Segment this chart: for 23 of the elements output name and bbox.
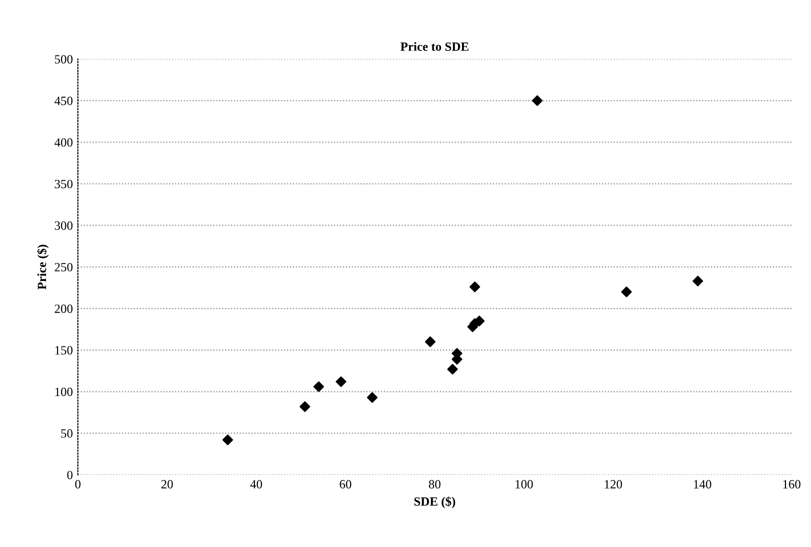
y-tick-label: 350	[54, 180, 73, 188]
x-tick-label: 140	[694, 480, 712, 488]
y-tick-label: 450	[54, 96, 73, 106]
x-tick-label: 100	[516, 480, 533, 488]
y-tick-label: 500	[54, 55, 73, 64]
y-tick-label: 100	[55, 388, 73, 396]
x-tick-label: 40	[250, 480, 262, 488]
y-tick-label: 300	[54, 221, 73, 230]
x-axis-title: SDE ($)	[414, 496, 456, 508]
y-tick-label: 150	[55, 346, 73, 355]
x-tick-label: 80	[428, 480, 440, 488]
x-tick-label: 20	[161, 480, 173, 488]
x-tick-label: 160	[783, 480, 800, 488]
chart-title: Price to SDE	[400, 42, 468, 51]
x-tick-label: 60	[340, 480, 352, 488]
y-tick-label: 400	[54, 138, 73, 147]
y-tick-label: 200	[54, 304, 73, 313]
x-tick-label: 0	[75, 480, 81, 488]
x-tick-label: 120	[604, 480, 622, 488]
y-tick-label: 50	[61, 429, 73, 438]
y-tick-label: 250	[54, 262, 73, 272]
y-axis-title: Price ($)	[36, 244, 49, 290]
y-tick-label: 0	[67, 470, 73, 480]
